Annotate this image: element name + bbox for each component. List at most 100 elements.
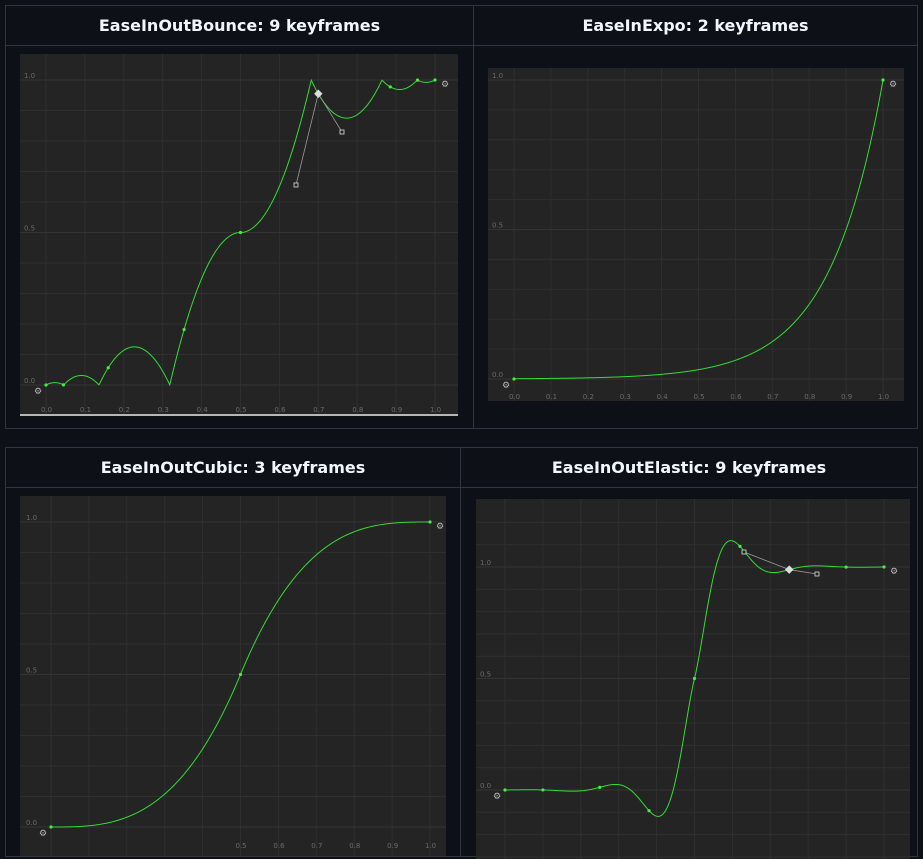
x-tick-label: 0.8 xyxy=(349,842,360,850)
y-tick-label: 1.0 xyxy=(24,72,35,80)
keyframe-point xyxy=(388,85,392,89)
curve-cell-ease-in-out-bounce: EaseInOutBounce: 9 keyframes 0.0 0.5 1.0 0.… xyxy=(6,6,473,428)
cell-title: EaseInOutBounce: 9 keyframes xyxy=(6,6,473,46)
x-tick-label: 0.7 xyxy=(311,842,322,850)
x-tick-label: 0.6 xyxy=(273,842,285,850)
curve-cell-ease-in-out-cubic: EaseInOutCubic: 3 keyframes 0.0 0.5 1.0 0.5… xyxy=(6,448,460,856)
curve-svg[interactable]: 0.0 0.5 1.0 ⚙ ⚙ xyxy=(476,499,910,859)
x-tick-label: 0.6 xyxy=(730,393,742,401)
y-tick-label: 0.0 xyxy=(492,371,503,379)
x-tick-label: 1.0 xyxy=(878,393,889,401)
y-tick-label: 1.0 xyxy=(492,72,503,80)
keyframe-point xyxy=(44,383,48,387)
curve-editor-panel[interactable]: 0.0 0.5 1.0 ⚙ ⚙ xyxy=(476,499,910,859)
x-tick-label: 0.5 xyxy=(236,406,247,414)
keyframe-point xyxy=(238,230,243,235)
curve-editor-panel[interactable]: 0.0 0.5 1.0 0.5 0.6 0.7 0.8 0.9 1.0 ⚙ ⚙ xyxy=(20,496,446,856)
gear-icon: ⚙ xyxy=(436,522,444,532)
y-tick-label: 1.0 xyxy=(26,514,37,522)
keyframe-point xyxy=(738,544,742,548)
x-tick-label: 0.8 xyxy=(804,393,815,401)
gear-icon: ⚙ xyxy=(39,829,47,839)
keyframe-point xyxy=(844,565,848,569)
x-tick-label: 0.7 xyxy=(767,393,778,401)
curve-svg[interactable]: 0.0 0.5 1.0 0.0 0.1 0.2 0.3 0.4 0.5 0.6 0.7 0.8 0.9 1… xyxy=(20,54,458,416)
keyframe-point xyxy=(881,78,885,82)
keyframe-point xyxy=(541,788,545,792)
y-tick-label: 0.5 xyxy=(24,225,35,233)
x-tick-label: 0.2 xyxy=(583,393,594,401)
x-tick-label: 0.7 xyxy=(313,406,324,414)
y-tick-label: 1.0 xyxy=(480,559,491,567)
y-tick-label: 0.0 xyxy=(24,377,35,385)
y-tick-label: 0.5 xyxy=(26,667,37,675)
x-tick-label: 0.0 xyxy=(41,406,52,414)
gear-icon: ⚙ xyxy=(889,80,897,90)
gear-icon: ⚙ xyxy=(890,567,898,577)
tangent-line xyxy=(743,551,790,571)
x-tick-label: 0.9 xyxy=(391,406,402,414)
y-tick-label: 0.0 xyxy=(26,819,37,827)
curve-editor-panel[interactable]: 0.0 0.5 1.0 0.0 0.1 0.2 0.3 0.4 0.5 0.6 0.7 0.8 0.9 1… xyxy=(20,54,458,416)
x-tick-label: 0.1 xyxy=(80,406,91,414)
x-tick-label: 0.9 xyxy=(387,842,398,850)
grid xyxy=(488,68,904,401)
x-tick-label: 0.6 xyxy=(274,406,286,414)
curve-path xyxy=(513,79,884,380)
grid xyxy=(20,54,458,416)
keyframe-point xyxy=(49,825,53,829)
cell-title: EaseInExpo: 2 keyframes xyxy=(474,6,917,46)
x-tick-label: 0.1 xyxy=(546,393,557,401)
gear-icon: ⚙ xyxy=(441,80,449,90)
y-tick-label: 0.5 xyxy=(492,222,503,230)
x-tick-label: 1.0 xyxy=(430,406,441,414)
curve-cell-ease-in-out-elastic: EaseInOutElastic: 9 keyframes 0.0 0.5 1.0 ⚙… xyxy=(460,448,917,859)
keyframe-point xyxy=(61,383,66,387)
x-tick-label: 0.2 xyxy=(119,406,130,414)
keyframe-point xyxy=(182,327,186,332)
keyframe-point xyxy=(433,78,437,82)
x-tick-label: 0.0 xyxy=(509,393,520,401)
curve-svg[interactable]: 0.0 0.5 1.0 0.5 0.6 0.7 0.8 0.9 1.0 ⚙ ⚙ xyxy=(20,496,446,856)
tangent-handle xyxy=(339,129,345,135)
curve-table-row-2: EaseInOutCubic: 3 keyframes 0.0 0.5 1.0 0.5… xyxy=(5,447,918,859)
x-tick-label: 0.5 xyxy=(694,393,705,401)
y-tick-label: 0.0 xyxy=(480,782,491,790)
x-tick-label: 0.4 xyxy=(197,406,209,414)
keyframe-point xyxy=(428,520,432,524)
grid xyxy=(20,496,446,856)
tangent-line xyxy=(789,569,818,575)
keyframe-selected xyxy=(314,89,323,98)
x-tick-label: 0.5 xyxy=(236,842,247,850)
x-tick-label: 1.0 xyxy=(425,842,436,850)
curve-table-row-1: EaseInOutBounce: 9 keyframes 0.0 0.5 1.0 0.… xyxy=(5,5,918,429)
tangent-handle xyxy=(293,182,299,188)
tangent-line xyxy=(295,93,319,186)
keyframe-point xyxy=(503,788,507,792)
gear-icon: ⚙ xyxy=(502,381,510,391)
tangent-handle xyxy=(814,571,820,577)
keyframe-point xyxy=(106,366,110,370)
gear-icon: ⚙ xyxy=(34,387,42,397)
x-tick-label: 0.4 xyxy=(657,393,669,401)
cell-title: EaseInOutElastic: 9 keyframes xyxy=(461,448,917,488)
curve-editor-panel[interactable]: 0.0 0.5 1.0 0.0 0.1 0.2 0.3 0.4 0.5 0.6 0.7 0.8 0.9 1… xyxy=(488,68,904,401)
keyframe-point xyxy=(598,785,602,789)
cell-title: EaseInOutCubic: 3 keyframes xyxy=(6,448,460,488)
x-tick-label: 0.9 xyxy=(841,393,852,401)
keyframe-point xyxy=(647,809,651,813)
keyframe-point xyxy=(238,672,243,677)
gear-icon: ⚙ xyxy=(493,792,501,802)
keyframe-point xyxy=(415,78,420,82)
tangent-line xyxy=(317,93,343,133)
x-tick-label: 0.8 xyxy=(352,406,363,414)
keyframe-point xyxy=(512,377,516,381)
curve-svg[interactable]: 0.0 0.5 1.0 0.0 0.1 0.2 0.3 0.4 0.5 0.6 0.7 0.8 0.9 1… xyxy=(488,68,904,401)
keyframe-point xyxy=(692,676,697,681)
y-tick-label: 0.5 xyxy=(480,671,491,679)
x-tick-label: 0.3 xyxy=(158,406,169,414)
curve-cell-ease-in-expo: EaseInExpo: 2 keyframes 0.0 0.5 1.0 0.0 0.1 0… xyxy=(473,6,917,428)
x-tick-label: 0.3 xyxy=(620,393,631,401)
keyframe-point xyxy=(882,565,886,569)
tangent-handle xyxy=(741,549,747,555)
